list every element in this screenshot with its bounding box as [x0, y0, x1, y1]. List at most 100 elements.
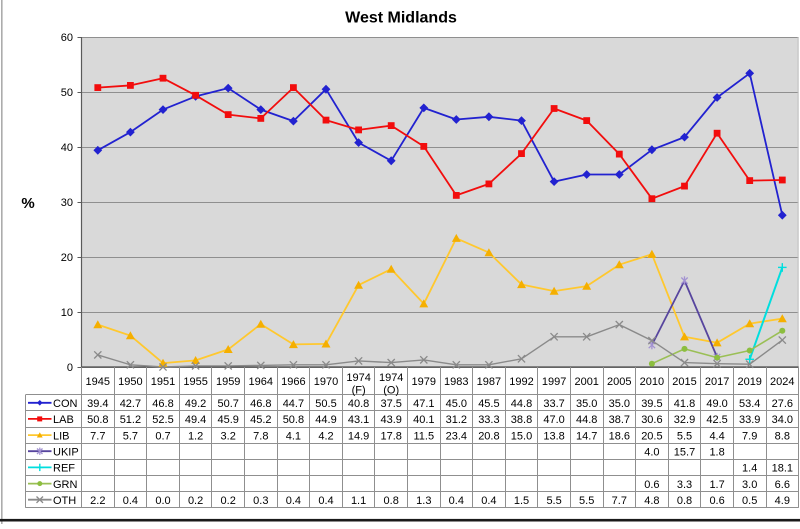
svg-text:49.4: 49.4 — [185, 414, 206, 426]
svg-text:44.8: 44.8 — [511, 398, 532, 410]
svg-text:44.8: 44.8 — [576, 414, 597, 426]
svg-text:4.0: 4.0 — [644, 446, 659, 458]
svg-text:1.7: 1.7 — [709, 479, 724, 491]
svg-text:1979: 1979 — [412, 376, 436, 388]
svg-text:2005: 2005 — [607, 376, 631, 388]
svg-text:0.4: 0.4 — [123, 495, 138, 507]
svg-text:52.5: 52.5 — [152, 414, 173, 426]
svg-text:34.0: 34.0 — [772, 414, 793, 426]
svg-text:20: 20 — [61, 252, 73, 264]
svg-text:1974: 1974 — [379, 372, 403, 384]
svg-text:4.4: 4.4 — [709, 430, 724, 442]
svg-text:0.6: 0.6 — [709, 495, 724, 507]
svg-text:LIB: LIB — [53, 430, 70, 442]
svg-text:5.7: 5.7 — [123, 430, 138, 442]
svg-text:CON: CON — [53, 398, 78, 410]
svg-text:(O): (O) — [383, 385, 399, 397]
svg-text:1966: 1966 — [281, 376, 305, 388]
svg-text:2010: 2010 — [640, 376, 664, 388]
svg-text:0.6: 0.6 — [644, 479, 659, 491]
svg-text:1964: 1964 — [249, 376, 273, 388]
svg-text:1.8: 1.8 — [709, 446, 724, 458]
svg-text:1945: 1945 — [86, 376, 110, 388]
svg-text:23.4: 23.4 — [446, 430, 467, 442]
svg-text:42.7: 42.7 — [120, 398, 141, 410]
svg-text:44.7: 44.7 — [283, 398, 304, 410]
svg-text:14.7: 14.7 — [576, 430, 597, 442]
svg-text:45.5: 45.5 — [478, 398, 499, 410]
svg-text:0.4: 0.4 — [449, 495, 464, 507]
svg-text:OTH: OTH — [53, 495, 76, 507]
svg-text:33.7: 33.7 — [543, 398, 564, 410]
svg-text:1987: 1987 — [477, 376, 501, 388]
svg-text:40: 40 — [61, 142, 73, 154]
svg-text:31.2: 31.2 — [446, 414, 467, 426]
svg-text:39.4: 39.4 — [87, 398, 108, 410]
svg-text:0: 0 — [67, 362, 73, 374]
svg-text:2.2: 2.2 — [90, 495, 105, 507]
svg-text:1.5: 1.5 — [514, 495, 529, 507]
svg-text:3.2: 3.2 — [221, 430, 236, 442]
svg-text:3.3: 3.3 — [677, 479, 692, 491]
svg-text:50.7: 50.7 — [217, 398, 238, 410]
svg-text:40.8: 40.8 — [348, 398, 369, 410]
svg-text:2017: 2017 — [705, 376, 729, 388]
svg-text:0.4: 0.4 — [481, 495, 496, 507]
svg-text:1959: 1959 — [216, 376, 240, 388]
svg-text:35.0: 35.0 — [609, 398, 630, 410]
svg-text:40.1: 40.1 — [413, 414, 434, 426]
svg-text:35.0: 35.0 — [576, 398, 597, 410]
svg-text:50.5: 50.5 — [315, 398, 336, 410]
svg-text:46.8: 46.8 — [152, 398, 173, 410]
svg-text:33.3: 33.3 — [478, 414, 499, 426]
svg-text:1.2: 1.2 — [188, 430, 203, 442]
svg-text:7.9: 7.9 — [742, 430, 757, 442]
svg-text:49.0: 49.0 — [706, 398, 727, 410]
svg-text:20.8: 20.8 — [478, 430, 499, 442]
svg-text:1974: 1974 — [346, 372, 370, 384]
svg-text:43.9: 43.9 — [380, 414, 401, 426]
svg-text:0.2: 0.2 — [188, 495, 203, 507]
svg-text:51.2: 51.2 — [120, 414, 141, 426]
svg-text:0.4: 0.4 — [286, 495, 301, 507]
svg-text:6.6: 6.6 — [775, 479, 790, 491]
svg-text:REF: REF — [53, 463, 75, 475]
svg-text:7.8: 7.8 — [253, 430, 268, 442]
svg-text:(F): (F) — [352, 385, 366, 397]
svg-text:4.1: 4.1 — [286, 430, 301, 442]
svg-text:15.0: 15.0 — [511, 430, 532, 442]
svg-text:41.8: 41.8 — [674, 398, 695, 410]
svg-text:1.4: 1.4 — [742, 463, 757, 475]
svg-text:1955: 1955 — [183, 376, 207, 388]
svg-text:4.9: 4.9 — [775, 495, 790, 507]
svg-text:39.5: 39.5 — [641, 398, 662, 410]
svg-text:50.8: 50.8 — [87, 414, 108, 426]
svg-text:0.0: 0.0 — [155, 495, 170, 507]
svg-text:%: % — [21, 195, 34, 212]
svg-text:53.4: 53.4 — [739, 398, 760, 410]
svg-text:5.5: 5.5 — [579, 495, 594, 507]
svg-text:LAB: LAB — [53, 414, 74, 426]
svg-text:2015: 2015 — [672, 376, 696, 388]
svg-text:7.7: 7.7 — [90, 430, 105, 442]
svg-text:32.9: 32.9 — [674, 414, 695, 426]
svg-text:5.5: 5.5 — [546, 495, 561, 507]
svg-text:10: 10 — [61, 307, 73, 319]
svg-text:3.0: 3.0 — [742, 479, 757, 491]
svg-text:0.5: 0.5 — [742, 495, 757, 507]
svg-text:0.3: 0.3 — [253, 495, 268, 507]
svg-text:49.2: 49.2 — [185, 398, 206, 410]
svg-text:60: 60 — [61, 32, 73, 44]
svg-text:15.7: 15.7 — [674, 446, 695, 458]
svg-text:0.7: 0.7 — [155, 430, 170, 442]
svg-text:30.6: 30.6 — [641, 414, 662, 426]
svg-text:7.7: 7.7 — [612, 495, 627, 507]
svg-text:UKIP: UKIP — [53, 446, 79, 458]
svg-text:45.9: 45.9 — [217, 414, 238, 426]
svg-text:8.8: 8.8 — [775, 430, 790, 442]
svg-text:4.8: 4.8 — [644, 495, 659, 507]
svg-text:0.8: 0.8 — [677, 495, 692, 507]
svg-text:45.2: 45.2 — [250, 414, 271, 426]
svg-text:1.3: 1.3 — [416, 495, 431, 507]
svg-text:14.9: 14.9 — [348, 430, 369, 442]
